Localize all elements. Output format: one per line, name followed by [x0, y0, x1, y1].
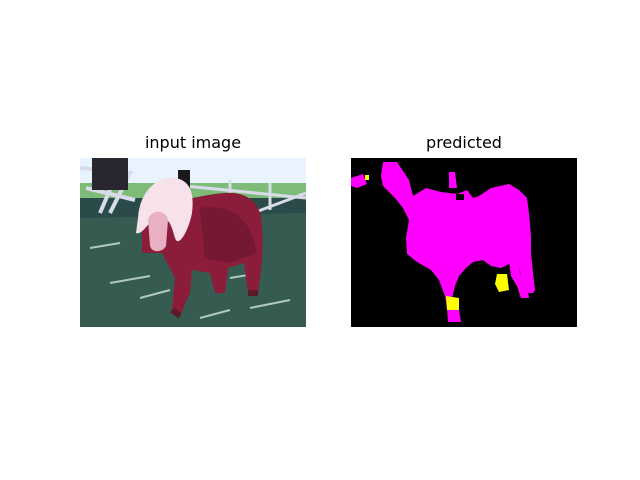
pony-shadow — [200, 207, 256, 263]
mask-secondary-foot-left — [446, 296, 459, 310]
pony-mane — [136, 177, 193, 242]
mask-secondary-spot — [365, 175, 369, 180]
dark-object-left — [92, 158, 128, 190]
pony-face — [148, 211, 168, 252]
mask-region-main — [381, 162, 535, 322]
pony-legs — [170, 290, 258, 319]
input-grass-streaks — [89, 242, 291, 319]
input-image — [80, 158, 306, 327]
predicted-title: predicted — [426, 133, 502, 152]
mask-secondary-foot-right — [495, 274, 509, 292]
mask-fragment-leg — [509, 262, 529, 298]
input-image-title: input image — [144, 133, 242, 152]
predicted-panel — [351, 158, 577, 327]
input-image-panel — [80, 158, 306, 327]
mask-fragment-top-left — [351, 174, 367, 188]
predicted-mask — [351, 158, 577, 327]
mask-dark-notch — [456, 194, 464, 200]
mask-fragment-top-middle — [449, 172, 457, 188]
